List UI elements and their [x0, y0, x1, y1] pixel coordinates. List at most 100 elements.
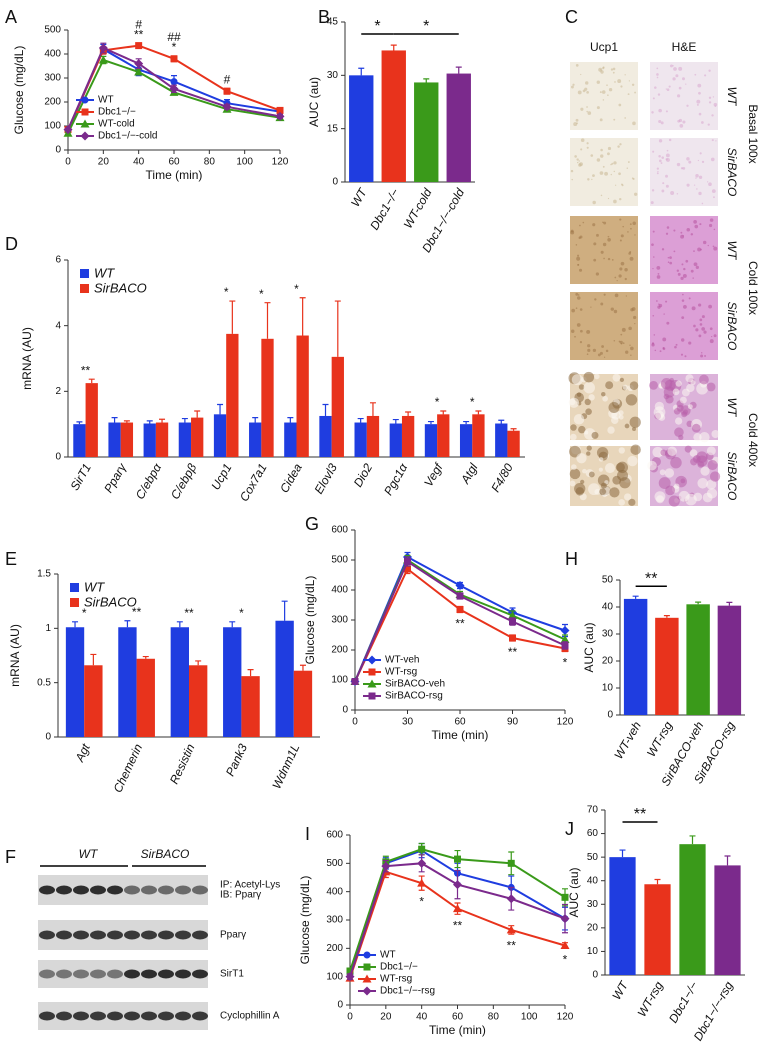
tissue-texture: [579, 341, 583, 344]
tissue-texture: [587, 344, 591, 348]
tissue-texture: [629, 344, 631, 346]
x-tick-label: WT-cold: [401, 186, 435, 231]
bar: [623, 598, 648, 715]
tissue-texture: [666, 149, 669, 152]
tissue-texture: [609, 487, 620, 498]
tissue-texture: [599, 351, 603, 355]
error-bar: [217, 403, 224, 415]
tissue-texture: [715, 140, 717, 142]
tissue-texture: [593, 242, 597, 246]
y-tick-label: 1: [45, 623, 51, 634]
x-tick-label: C/ebpα: [133, 460, 165, 502]
tissue-texture: [614, 293, 619, 298]
x-tick-label: 80: [204, 157, 216, 168]
x-tick-label: Pank3: [223, 741, 250, 778]
tissue-texture: [708, 101, 712, 104]
error-bar: [124, 620, 131, 628]
row-label: SirBACO: [725, 452, 739, 501]
tissue-texture: [651, 343, 655, 347]
tissue-texture: [694, 73, 697, 76]
legend-label: SirBACO-rsg: [385, 691, 443, 702]
marker: [362, 986, 372, 996]
series-line: [67, 58, 281, 134]
bar: [349, 75, 374, 182]
tissue-texture: [608, 88, 613, 92]
tissue-texture: [618, 447, 625, 454]
marker: [418, 845, 426, 853]
bar: [226, 333, 239, 457]
bar: [354, 422, 367, 457]
tissue-texture: [683, 267, 686, 271]
tissue-texture: [663, 313, 665, 315]
error-bar: [194, 410, 201, 418]
tissue-texture: [698, 191, 702, 196]
tissue-texture: [654, 349, 657, 352]
tissue-texture: [602, 242, 607, 247]
tissue-texture: [692, 277, 694, 279]
tissue-texture: [675, 343, 678, 346]
tissue-texture: [672, 77, 676, 81]
marker: [381, 861, 391, 871]
tissue-texture: [699, 323, 703, 326]
tissue-texture: [577, 254, 580, 257]
tissue-texture: [590, 306, 592, 308]
tissue-texture: [607, 94, 609, 97]
y-tick-label: 70: [587, 805, 599, 816]
tissue-texture: [696, 188, 698, 190]
tissue-texture: [680, 353, 684, 356]
blot-label: IP: Acetyl-Lys: [220, 880, 280, 891]
tissue-texture: [576, 158, 579, 161]
bar: [284, 422, 297, 457]
tissue-texture: [652, 230, 655, 233]
tissue-texture: [665, 300, 668, 303]
legend-label: SirBACO-veh: [385, 679, 445, 690]
tissue-texture: [693, 250, 695, 252]
blot-band: [141, 885, 157, 895]
column-label: Ucp1: [590, 40, 618, 54]
tissue-texture: [704, 74, 707, 77]
marker: [170, 78, 178, 86]
bar: [507, 430, 520, 457]
tissue-texture: [583, 371, 595, 383]
marker: [223, 87, 231, 95]
tissue-texture: [577, 90, 582, 95]
tissue-texture: [652, 268, 654, 270]
tissue-texture: [714, 105, 717, 107]
tissue-texture: [586, 146, 589, 149]
blot-band: [39, 930, 55, 940]
tissue-texture: [656, 275, 661, 279]
tissue-texture: [682, 273, 687, 278]
tissue-texture: [682, 166, 686, 170]
x-tick-label: Dio2: [351, 461, 376, 490]
x-tick-label: 120: [557, 1012, 574, 1023]
blot-band: [73, 885, 89, 895]
error-bar: [334, 300, 341, 357]
tissue-texture: [710, 157, 715, 162]
tissue-texture: [680, 167, 684, 170]
tissue-texture: [696, 99, 701, 104]
tissue-texture: [631, 177, 634, 179]
tissue-texture: [630, 346, 634, 351]
blot-band: [175, 885, 191, 895]
tissue-texture: [703, 240, 707, 245]
y-tick-label: 400: [44, 49, 61, 60]
tissue-texture: [598, 467, 603, 472]
tissue-texture: [576, 323, 581, 327]
legend-label: SirBACO: [84, 594, 137, 609]
tissue-texture: [575, 118, 579, 122]
significance: **: [184, 606, 194, 620]
blot-band: [175, 930, 191, 940]
tissue-texture: [632, 221, 636, 226]
marker: [453, 904, 462, 913]
blot-band: [124, 1011, 140, 1021]
tissue-texture: [587, 111, 592, 115]
tissue-texture: [661, 248, 665, 251]
tissue-texture: [615, 184, 617, 186]
tissue-texture: [613, 118, 616, 121]
tissue-texture: [588, 483, 600, 496]
tissue-texture: [660, 121, 664, 125]
tissue-texture: [665, 88, 667, 90]
tissue-texture: [698, 334, 702, 338]
tissue-texture: [571, 374, 583, 386]
x-tick-label: 30: [402, 717, 414, 728]
